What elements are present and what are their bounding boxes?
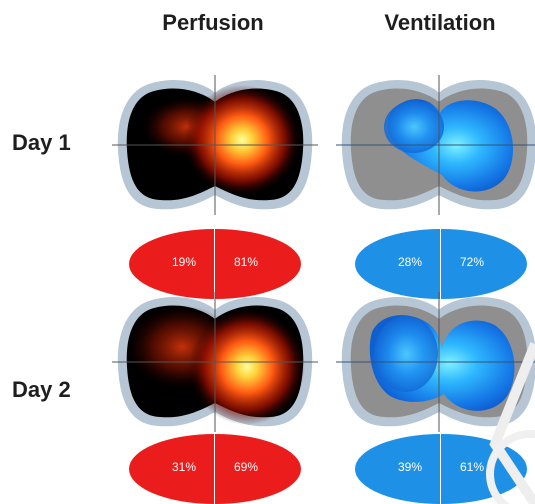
day1-ventilation-split: 28% 72%: [355, 229, 527, 299]
day2-perfusion-map: [112, 292, 318, 432]
split-divider: [214, 434, 215, 504]
day1-row-label: Day 1: [12, 130, 71, 155]
day1-perfusion-split: 19% 81%: [129, 229, 301, 299]
day1-perfusion-left-percent: 19%: [171, 255, 197, 269]
day1-perfusion-map: [112, 75, 318, 215]
day2-ventilation-right-percent: 61%: [459, 460, 485, 474]
day1-perfusion-right-percent: 81%: [233, 255, 259, 269]
day2-perfusion-split: 31% 69%: [129, 434, 301, 504]
perfusion-column-title: Perfusion: [162, 10, 264, 35]
day2-perfusion-left-percent: 31%: [171, 460, 197, 474]
day1-ventilation-right-percent: 72%: [459, 255, 485, 269]
split-divider: [440, 229, 441, 299]
day2-ventilation-map: [336, 292, 535, 432]
split-divider: [214, 229, 215, 299]
day2-ventilation-left-percent: 39%: [397, 460, 423, 474]
day2-row-label: Day 2: [12, 377, 71, 402]
split-divider: [440, 434, 441, 504]
day1-ventilation-map: [336, 75, 535, 215]
day2-perfusion-right-percent: 69%: [233, 460, 259, 474]
day1-ventilation-left-percent: 28%: [397, 255, 423, 269]
ventilation-column-title: Ventilation: [384, 10, 496, 35]
watermark-graphic: [435, 324, 535, 504]
